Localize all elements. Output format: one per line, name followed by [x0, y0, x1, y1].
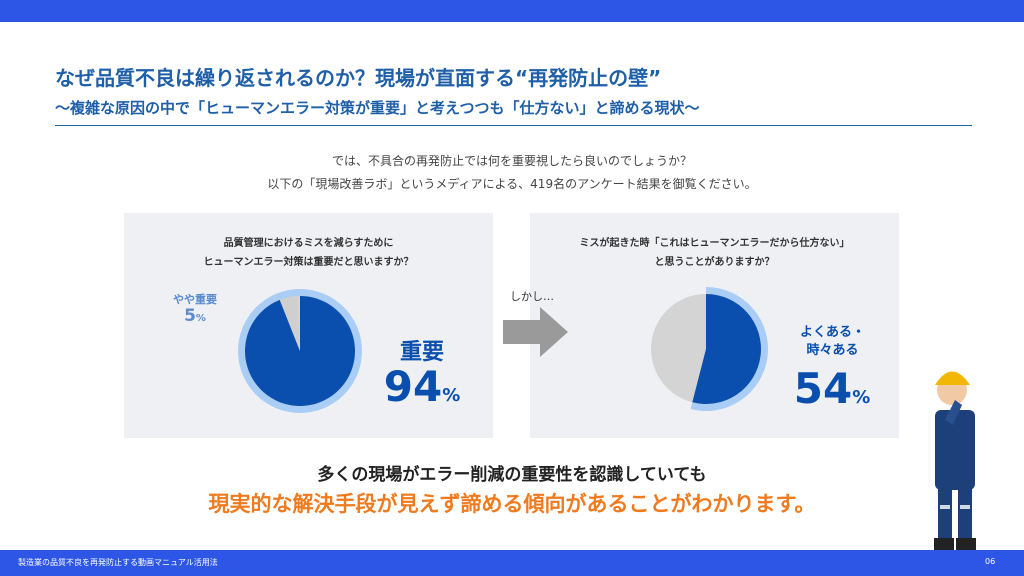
worker [934, 371, 976, 550]
value-label: 94% [372, 362, 472, 411]
question-line: と思うことがありますか？ [654, 257, 775, 268]
unit: % [852, 387, 871, 408]
top-bar [0, 0, 1024, 22]
question: ミスが起きた時「これはヒューマンエラーだから仕方ない」 と思うことがありますか？ [530, 234, 899, 272]
unit: % [442, 385, 461, 406]
unit: % [195, 313, 206, 324]
value-label: 54% [782, 364, 882, 413]
value: 54 [793, 364, 853, 413]
category-label: やや重要 [173, 293, 217, 306]
intro: 以下の「現場改善ラボ」というメディアによる、419名のアンケート結果を御覧くださ… [267, 177, 757, 191]
title: なぜ品質不良は繰り返されるのか？現場が直面する“再発防止の壁” [55, 66, 662, 90]
pie-slice [245, 296, 356, 406]
pie-slice [692, 294, 762, 404]
question-line: ミスが起きた時「これはヒューマンエラーだから仕方ない」 [579, 238, 850, 249]
value: 94 [383, 362, 443, 411]
arrow [503, 307, 568, 357]
subtitle: 〜複雑な原因の中で「ヒューマンエラー対策が重要」と考えつつも「仕方ない」と諦める… [55, 99, 700, 117]
footer-text: 製造業の品質不良を再発防止する動画マニュアル活用法 [18, 558, 218, 567]
pie-slice [279, 296, 300, 351]
rule [55, 125, 972, 126]
intro: では、不具合の再発防止では何を重要視したら良いのでしょうか？ [331, 154, 692, 168]
footer-bar [0, 550, 1024, 576]
conclusion: 多くの現場がエラー削減の重要性を認識していても [317, 465, 707, 485]
transition: しかし… [510, 290, 554, 303]
question-line: 品質管理におけるミスを減らすために [223, 238, 394, 249]
category-label: 重要 [399, 340, 444, 365]
question: 品質管理におけるミスを減らすためにヒューマンエラー対策は重要だと思いますか？ [124, 234, 493, 272]
value-label: 5% [165, 306, 225, 326]
category-label: よくある・時々ある [799, 325, 865, 358]
conclusion-highlight: 現実的な解決手段が見えず諦める傾向があることがわかります。 [208, 492, 816, 516]
value: 5 [184, 306, 196, 326]
question-line: ヒューマンエラー対策は重要だと思いますか？ [203, 257, 414, 268]
page-number: 06 [985, 557, 996, 566]
